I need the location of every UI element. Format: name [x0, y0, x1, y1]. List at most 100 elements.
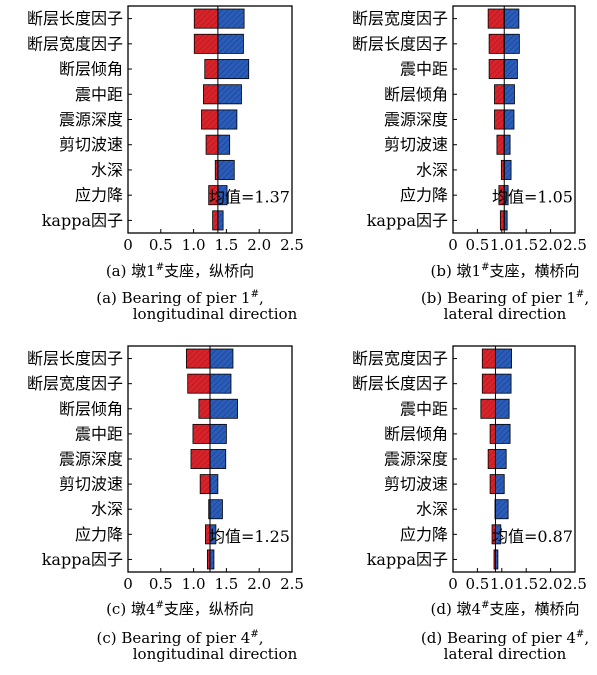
x-tick-label-3: 1.0	[490, 575, 514, 593]
bar-low-1	[481, 348, 496, 369]
category-label-2: 断层长度因子	[352, 34, 448, 53]
x-tick-label-5: 2.0	[247, 575, 271, 593]
bar-high-7	[217, 159, 235, 180]
caption-en-a-line2: longitudinal direction	[132, 305, 298, 323]
category-label-8: 应力降	[75, 525, 123, 544]
bar-high-5	[495, 449, 507, 469]
caption-cn-a: (a) 墩1#支座，纵桥向	[105, 262, 255, 280]
category-label-5: 震源深度	[59, 450, 123, 469]
category-label-1: 断层宽度因子	[352, 349, 448, 368]
bar-high-1	[217, 8, 245, 29]
x-tick-label-6: 2.5	[563, 236, 587, 254]
caption-en-c-line1: (c) Bearing of pier 4#,	[96, 629, 264, 647]
caption-en-d-line1: (d) Bearing of pier 4#,	[420, 629, 590, 647]
mean-annotation: 均值=1.25	[209, 527, 290, 546]
caption-cn-c: (c) 墩4#支座，纵桥向	[106, 600, 254, 618]
category-label-7: 水深	[416, 500, 448, 519]
caption-cn-d: (d) 墩4#支座，横桥向	[430, 600, 580, 618]
bar-high-9	[217, 210, 224, 231]
bar-low-6	[489, 474, 496, 495]
caption-en-a-line1: (a) Bearing of pier 1#,	[96, 289, 264, 307]
x-tick-label-2: 0.5	[465, 236, 489, 254]
category-label-2: 断层宽度因子	[27, 374, 123, 393]
bar-high-2	[503, 33, 520, 54]
bar-low-3	[488, 59, 505, 80]
category-label-4: 断层倾角	[384, 424, 448, 443]
bar-high-3	[503, 59, 518, 80]
x-tick-label-1: 0	[448, 236, 458, 254]
category-label-3: 震中距	[400, 399, 448, 418]
bar-high-5	[209, 449, 227, 469]
x-tick-label-3: 1.0	[182, 575, 206, 593]
category-label-5: 震源深度	[59, 110, 123, 129]
bar-high-1	[503, 8, 520, 29]
category-label-6: 剪切波速	[384, 475, 448, 494]
category-label-3: 断层倾角	[59, 60, 123, 79]
x-tick-label-1: 0	[123, 575, 133, 593]
category-label-7: 水深	[91, 500, 123, 519]
bar-low-6	[496, 134, 505, 155]
category-label-1: 断层长度因子	[27, 9, 123, 28]
bar-high-1	[495, 348, 512, 369]
bar-high-2	[495, 373, 512, 394]
caption-en-b-line2: lateral direction	[443, 305, 567, 323]
bar-high-9	[209, 549, 215, 570]
x-tick-label-4: 1.5	[214, 236, 238, 254]
bar-high-6	[503, 134, 511, 155]
bar-low-4	[192, 423, 211, 444]
bar-low-6	[199, 474, 211, 495]
bar-low-1	[185, 348, 211, 369]
category-label-8: 应力降	[400, 186, 448, 205]
bar-low-4	[494, 84, 505, 105]
category-label-3: 震中距	[400, 60, 448, 79]
category-label-1: 断层宽度因子	[352, 9, 448, 28]
bar-high-4	[217, 84, 242, 105]
bar-low-9	[499, 210, 505, 231]
x-tick-label-6: 2.5	[280, 236, 304, 254]
category-label-9: kappa因子	[367, 211, 448, 230]
bar-low-6	[205, 134, 219, 155]
mean-annotation: 均值=0.87	[492, 527, 573, 546]
caption-en-c-line2: longitudinal direction	[132, 645, 298, 663]
category-label-7: 水深	[416, 160, 448, 179]
bar-low-5	[487, 449, 496, 469]
category-label-2: 断层长度因子	[352, 374, 448, 393]
bar-high-2	[217, 33, 244, 54]
category-label-5: 震源深度	[384, 110, 448, 129]
bar-low-1	[487, 8, 505, 29]
x-tick-label-2: 0.5	[149, 236, 173, 254]
bar-low-4	[489, 423, 496, 444]
category-label-5: 震源深度	[384, 450, 448, 469]
category-label-7: 水深	[91, 160, 123, 179]
bar-low-3	[204, 59, 219, 80]
bar-low-2	[193, 33, 219, 54]
mean-annotation: 均值=1.05	[492, 188, 573, 207]
bar-low-5	[201, 109, 219, 130]
x-tick-label-5: 2.0	[539, 575, 563, 593]
bar-high-7	[503, 159, 512, 180]
x-tick-label-6: 2.5	[563, 575, 587, 593]
bar-high-2	[209, 373, 232, 394]
category-label-3: 断层倾角	[59, 399, 123, 418]
x-tick-label-1: 0	[123, 236, 133, 254]
bar-high-4	[503, 84, 515, 105]
x-tick-label-4: 1.5	[514, 575, 538, 593]
category-label-2: 断层宽度因子	[27, 34, 123, 53]
category-label-9: kappa因子	[42, 550, 123, 569]
bar-high-1	[209, 348, 234, 369]
bar-high-7	[209, 499, 223, 520]
category-label-9: kappa因子	[42, 211, 123, 230]
x-tick-label-6: 2.5	[280, 575, 304, 593]
x-tick-label-1: 0	[448, 575, 458, 593]
x-tick-label-2: 0.5	[465, 575, 489, 593]
x-tick-label-4: 1.5	[214, 575, 238, 593]
x-tick-label-2: 0.5	[149, 575, 173, 593]
bar-high-6	[209, 474, 219, 495]
x-tick-label-3: 1.0	[182, 236, 206, 254]
bar-high-5	[503, 109, 515, 130]
bar-high-6	[217, 134, 231, 155]
category-label-6: 剪切波速	[59, 475, 123, 494]
caption-en-d-line2: lateral direction	[443, 645, 567, 663]
